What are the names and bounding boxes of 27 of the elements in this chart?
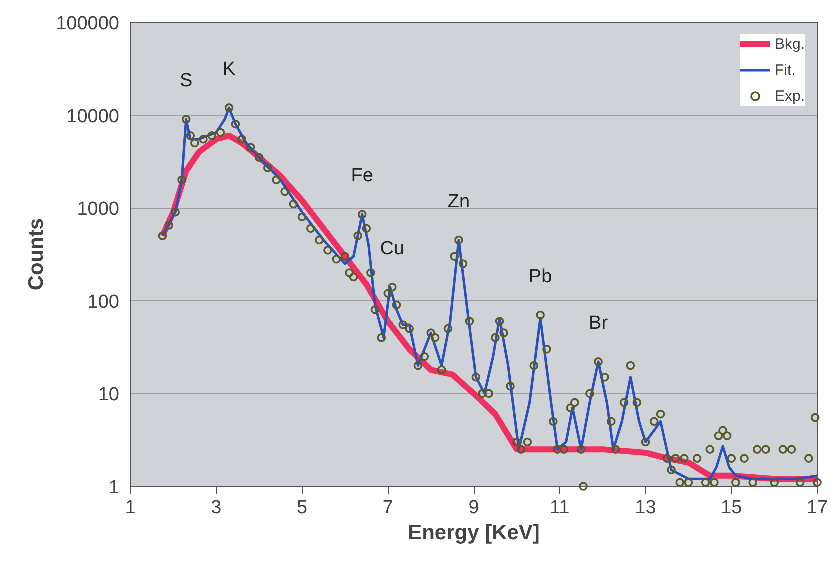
- y-tick-label: 10: [98, 384, 120, 406]
- annotation: S: [180, 70, 193, 92]
- x-tick-label: 3: [211, 498, 222, 518]
- y-tick-label: 1: [108, 478, 120, 498]
- x-tick-label: 13: [635, 498, 656, 518]
- x-tick-label: 5: [296, 498, 308, 518]
- y-tick-label: 100: [88, 292, 120, 313]
- annotation: K: [222, 58, 236, 80]
- annotation: Br: [589, 312, 609, 334]
- legend-label: Bkg.: [774, 36, 805, 52]
- legend-label: Fit.: [774, 62, 796, 78]
- x-tick-label: 1: [125, 498, 136, 518]
- x-tick-label: 11: [550, 498, 570, 518]
- x-tick-label: 7: [382, 498, 394, 518]
- annotation: Zn: [448, 191, 470, 212]
- y-tick-label: 10000: [66, 106, 120, 128]
- annotation: Fe: [351, 166, 374, 187]
- x-tick-label: 15: [721, 498, 742, 518]
- annotation: Pb: [528, 266, 552, 288]
- legend-label: Exp.: [774, 88, 805, 104]
- x-tick-label: 9: [468, 498, 480, 518]
- y-tick-label: 100000: [56, 14, 120, 34]
- annotation: Cu: [380, 238, 405, 260]
- y-tick-label: 1000: [77, 199, 120, 220]
- y-axis-title: Counts: [25, 218, 48, 291]
- x-axis-title: Energy [KeV]: [408, 522, 540, 544]
- x-tick-label: 17: [806, 498, 828, 518]
